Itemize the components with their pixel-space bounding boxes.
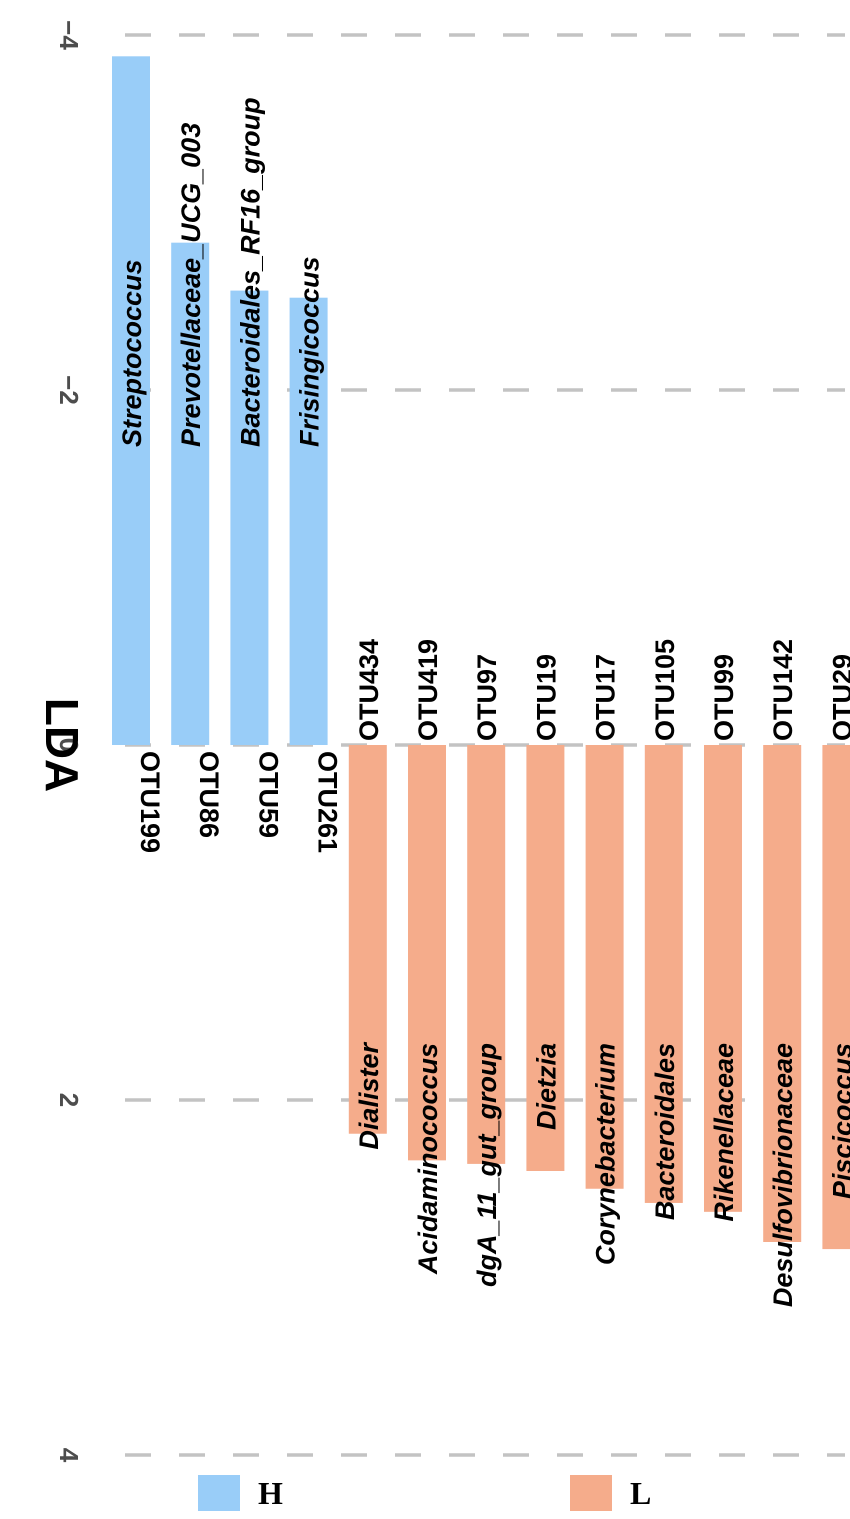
taxon-label: Dialister [354,1042,384,1150]
taxon-label: Rikenellaceae [709,1043,739,1222]
bar-otu19 [526,745,565,1171]
legend-label-l: L [630,1475,651,1511]
bar-otu29 [822,745,850,1250]
legend-swatch-h [198,1475,240,1511]
legend-label-h: H [258,1475,283,1511]
bar-otu59 [230,290,269,745]
taxon-label: Bacteroidales [650,1043,680,1220]
otu-label: OTU86 [194,751,224,838]
bar-labels: OTU199 Streptococcus OTU86 Prevotellaceae_U… [117,97,850,1307]
bar-otu419 [408,745,446,1161]
otu-label: OTU17 [591,654,621,741]
bar-otu199 [112,56,150,746]
taxon-label: Dietzia [531,1043,561,1130]
tick-label: −4 [54,20,84,50]
otu-label: OTU59 [253,751,283,838]
tick-label: 4 [54,1448,84,1463]
bars [112,56,850,1250]
bar-otu434 [348,745,387,1134]
tick-label: 2 [54,1093,84,1107]
bar-otu261 [289,297,328,745]
axis-title-lda: LDA [36,698,88,793]
bar-otu99 [704,745,742,1212]
bar-otu97 [467,745,506,1164]
tick-label: −2 [54,375,84,405]
legend-swatch-l [570,1475,612,1511]
taxon-label: Streptococcus [117,259,147,447]
taxon-label: Corynebacterium [591,1043,621,1265]
otu-label: OTU142 [768,639,798,741]
otu-label: OTU419 [413,639,443,741]
taxon-label: Piscicoccus [827,1043,850,1199]
otu-label: OTU29 [827,654,850,741]
tick-label: 0 [54,738,84,752]
otu-label: OTU19 [531,654,561,741]
otu-label: OTU199 [135,751,165,853]
bar-otu142 [763,745,802,1242]
axis-ticks: −4 −2 0 2 4 [54,20,84,1463]
otu-label: OTU261 [313,751,343,853]
taxon-label: Acidaminococcus [413,1043,443,1275]
taxon-label: Desulfovibrionaceae [768,1043,798,1307]
otu-label: OTU105 [650,639,680,741]
bar-otu105 [644,745,683,1203]
taxon-label: Frisingicoccus [295,256,325,447]
taxon-label: Bacteroidales_RF16_group [235,97,265,447]
otu-label: OTU434 [354,639,384,741]
otu-label: OTU97 [472,654,502,741]
bar-otu86 [171,242,210,746]
taxon-label: dgA_11_gut_group [472,1043,502,1287]
otu-label: OTU99 [709,654,739,741]
taxon-label: Prevotellaceae_UCG_003 [176,123,206,447]
bar-otu17 [585,745,624,1189]
